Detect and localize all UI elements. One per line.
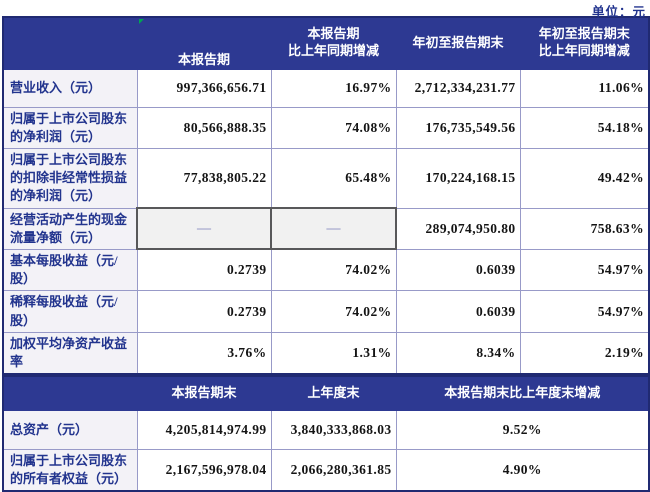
value-cell: 16.97%	[270, 68, 397, 108]
value-cell: 2,167,596,978.04	[136, 448, 272, 492]
empty-dash-cell: —	[270, 207, 397, 251]
value-cell: 2.19%	[519, 331, 650, 375]
value-cell: 2,066,280,361.85	[270, 448, 397, 492]
value-cell: 54.97%	[519, 248, 650, 292]
value-cell: 3,840,333,868.03	[270, 409, 397, 450]
table1-header-ytd: 年初至报告期末	[395, 16, 521, 70]
value-cell: 3.76%	[136, 331, 272, 375]
value-cell: 74.02%	[270, 290, 397, 333]
value-cell: 1.31%	[270, 331, 397, 375]
value-cell: 176,735,549.56	[395, 106, 521, 150]
value-cell: 0.6039	[395, 290, 521, 333]
table1-header-yoy-change: 本报告期 比上年同期增减	[270, 16, 397, 70]
table1-header-current-period-label: 本报告期	[177, 51, 230, 67]
quarterly-indicators-table: 本报告期 本报告期 比上年同期增减 年初至报告期末 年初至报告期末 比上年同期增…	[2, 16, 650, 376]
metric-label: 加权平均净资产收益率	[2, 331, 138, 375]
table-row-revenue: 营业收入（元） 997,366,656.71 16.97% 2,712,334,…	[2, 68, 650, 108]
value-cell: 997,366,656.71	[136, 68, 272, 108]
metric-label: 经营活动产生的现金流量净额（元）	[2, 207, 138, 250]
table1-header-ytd-yoy-change: 年初至报告期末 比上年同期增减	[519, 16, 650, 70]
value-cell: 77,838,805.22	[136, 148, 272, 209]
metric-label: 基本每股收益（元/股）	[2, 248, 138, 292]
table-row-net-profit-excl-nonrecurring: 归属于上市公司股东的扣除非经常性损益的净利润（元） 77,838,805.22 …	[2, 148, 650, 209]
value-cell: 0.6039	[395, 248, 521, 292]
table-row-diluted-eps: 稀释每股收益（元/股） 0.2739 74.02% 0.6039 54.97%	[2, 290, 650, 333]
table2-header-prior-year-end: 上年度末	[270, 375, 397, 411]
value-cell: 9.52%	[395, 409, 650, 450]
value-cell: 74.02%	[270, 248, 397, 292]
table2-header-period-end: 本报告期末	[136, 375, 272, 411]
financial-report-page: 单位：元 本报告期 本报告期 比上年同期增减 年初至报告期末 年初至报告期末 比…	[2, 5, 650, 492]
metric-label: 归属于上市公司股东的所有者权益（元）	[2, 448, 138, 492]
table1-header-empty	[2, 16, 138, 70]
table2-header-row: 本报告期末 上年度末 本报告期末比上年度末增减	[2, 375, 650, 411]
metric-label: 总资产（元）	[2, 409, 138, 450]
table-row-operating-cash-flow: 经营活动产生的现金流量净额（元） — — 289,074,950.80 758.…	[2, 207, 650, 251]
table-row-owners-equity: 归属于上市公司股东的所有者权益（元） 2,167,596,978.04 2,06…	[2, 448, 650, 492]
value-cell: 80,566,888.35	[136, 106, 272, 150]
value-cell: 49.42%	[519, 148, 650, 209]
metric-label: 稀释每股收益（元/股）	[2, 290, 138, 333]
value-cell: 8.34%	[395, 331, 521, 375]
metric-label: 营业收入（元）	[2, 68, 138, 108]
period-end-indicators-table: 本报告期末 上年度末 本报告期末比上年度末增减 总资产（元） 4,205,814…	[2, 375, 650, 492]
value-cell: 0.2739	[136, 290, 272, 333]
value-cell: 0.2739	[136, 248, 272, 292]
value-cell: 54.18%	[519, 106, 650, 150]
value-cell: 4.90%	[395, 448, 650, 492]
value-cell: 11.06%	[519, 68, 650, 108]
value-cell: 170,224,168.15	[395, 148, 521, 209]
unit-label: 单位：元	[591, 5, 646, 19]
metric-label: 归属于上市公司股东的净利润（元）	[2, 106, 138, 150]
table1-header-row: 本报告期 本报告期 比上年同期增减 年初至报告期末 年初至报告期末 比上年同期增…	[2, 16, 650, 70]
table1-header-current-period: 本报告期	[136, 16, 272, 70]
table-row-total-assets: 总资产（元） 4,205,814,974.99 3,840,333,868.03…	[2, 409, 650, 450]
table2-header-change-vs-prior-year-end: 本报告期末比上年度末增减	[395, 375, 650, 411]
table2-header-empty	[2, 375, 138, 411]
cell-corner-marker-icon	[138, 19, 144, 24]
value-cell: 2,712,334,231.77	[395, 68, 521, 108]
value-cell: 758.63%	[519, 207, 650, 250]
table-row-basic-eps: 基本每股收益（元/股） 0.2739 74.02% 0.6039 54.97%	[2, 248, 650, 292]
table-row-weighted-avg-roe: 加权平均净资产收益率 3.76% 1.31% 8.34% 2.19%	[2, 331, 650, 375]
table-row-net-profit: 归属于上市公司股东的净利润（元） 80,566,888.35 74.08% 17…	[2, 106, 650, 150]
value-cell: 65.48%	[270, 148, 397, 209]
value-cell: 54.97%	[519, 290, 650, 333]
value-cell: 289,074,950.80	[395, 207, 521, 250]
empty-dash-cell: —	[136, 207, 272, 251]
value-cell: 4,205,814,974.99	[136, 409, 272, 450]
metric-label: 归属于上市公司股东的扣除非经常性损益的净利润（元）	[2, 148, 138, 209]
value-cell: 74.08%	[270, 106, 397, 150]
